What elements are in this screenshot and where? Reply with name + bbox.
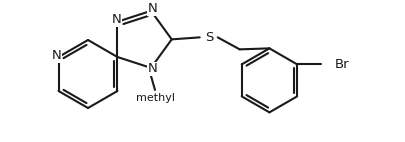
Text: methyl: methyl xyxy=(136,93,175,103)
Text: S: S xyxy=(205,31,213,44)
Text: N: N xyxy=(148,62,158,75)
Text: N: N xyxy=(111,13,121,26)
Text: N: N xyxy=(148,2,158,15)
Text: N: N xyxy=(51,50,61,62)
Text: Br: Br xyxy=(334,58,349,71)
